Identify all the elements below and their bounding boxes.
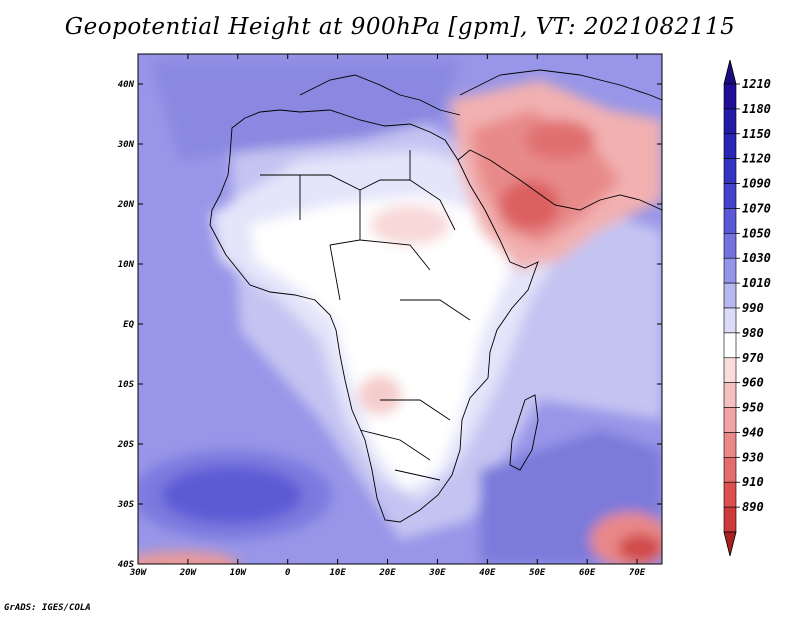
lat-tick-label: 20S	[117, 440, 135, 450]
colorbar-label: 1180	[742, 102, 771, 116]
lat-tick-label: 40S	[118, 560, 135, 570]
colorbar-label: 980	[742, 326, 764, 340]
colorbar-label: 1070	[742, 201, 771, 215]
lon-tick-label: 50E	[529, 568, 546, 578]
colorbar-label: 1050	[742, 226, 771, 240]
colorbar: 1210 1180 1150 1120 1090 1070 1050 1030 1010 990 9…	[723, 59, 771, 557]
colorbar-label: 970	[742, 351, 764, 365]
colorbar-label: 1210	[742, 77, 771, 91]
colorbar-swatch	[723, 382, 737, 408]
plot-frame	[137, 53, 663, 565]
colorbar-swatch	[723, 432, 737, 458]
colorbar-swatch	[723, 457, 737, 483]
colorbar-label: 1010	[742, 276, 771, 290]
lat-tick-label: 20N	[117, 200, 135, 210]
grads-credit: GrADS: IGES/COLA	[4, 603, 91, 613]
colorbar-swatch	[723, 208, 737, 234]
longitude-axis: 30W 20W 10W 0 10E 20E 30E 40E 50E 60E 70E	[129, 54, 646, 578]
lon-tick-label: 30W	[129, 568, 148, 578]
lat-tick-label: 10S	[118, 380, 135, 390]
colorbar-label: 1120	[742, 152, 771, 166]
map-title: Geopotential Height at 900hPa [gpm], VT:…	[64, 14, 736, 40]
lon-tick-label: 70E	[629, 568, 646, 578]
colorbar-swatch	[723, 183, 737, 209]
colorbar-swatch	[723, 357, 737, 383]
north-high-field	[150, 60, 460, 160]
sahel-pink-patch	[370, 205, 450, 245]
colorbar-label: 890	[742, 500, 764, 514]
colorbar-top-arrow	[723, 59, 737, 85]
colorbar-label: 910	[742, 475, 764, 489]
colorbar-label: 990	[742, 301, 764, 315]
lat-tick-label: 40N	[118, 80, 135, 90]
colorbar-swatch	[723, 133, 737, 159]
colorbar-swatch	[723, 257, 737, 284]
colorbar-label: 960	[742, 376, 764, 390]
southwest-low	[138, 551, 240, 564]
colorbar-label: 1150	[742, 127, 771, 141]
colorbar-swatch	[723, 158, 737, 184]
lon-tick-label: 30E	[428, 568, 446, 578]
height-field	[138, 54, 662, 564]
lon-tick-label: 40E	[479, 568, 496, 578]
lon-tick-label: 20E	[378, 568, 396, 578]
lat-tick-label: 30S	[117, 500, 135, 510]
lat-tick-label: 30N	[117, 140, 135, 150]
colorbar-swatch	[723, 506, 737, 533]
colorbar-label: 930	[742, 450, 764, 464]
latitude-axis: 40N 30N 20N 10N EQ 10S 20S 30S 40S	[117, 80, 662, 570]
country-borders	[260, 150, 471, 481]
colorbar-label: 1090	[742, 177, 771, 191]
colorbar-swatch	[723, 282, 737, 309]
lon-tick-label: 0	[285, 568, 291, 578]
madagascar-coastline	[509, 394, 539, 471]
lon-tick-label: 10W	[230, 568, 248, 578]
colorbar-label: 950	[742, 401, 764, 415]
colorbar-label: 940	[742, 425, 764, 439]
arabia-low-core	[500, 180, 560, 230]
zambia-pink-patch	[358, 375, 402, 415]
lon-tick-label: 20W	[179, 568, 198, 578]
africa-coastline	[209, 109, 539, 523]
asia-coastline	[459, 69, 662, 101]
colorbar-swatch	[723, 83, 737, 110]
colorbar-bottom-arrow	[723, 531, 737, 557]
colorbar-swatch	[723, 307, 737, 334]
lat-tick-label: 10N	[118, 260, 135, 270]
arabia-coastline	[457, 149, 662, 211]
lon-tick-label: 60E	[579, 568, 596, 578]
colorbar-swatch	[723, 233, 737, 259]
colorbar-swatch	[723, 481, 737, 508]
colorbar-swatch	[723, 407, 737, 433]
europe-coastline	[299, 74, 461, 116]
colorbar-swatch	[723, 332, 737, 359]
lon-tick-label: 10E	[329, 568, 346, 578]
lat-tick-label: EQ	[123, 320, 134, 330]
coastlines	[209, 69, 662, 523]
colorbar-swatch	[723, 108, 737, 135]
colorbar-label: 1030	[742, 251, 771, 265]
